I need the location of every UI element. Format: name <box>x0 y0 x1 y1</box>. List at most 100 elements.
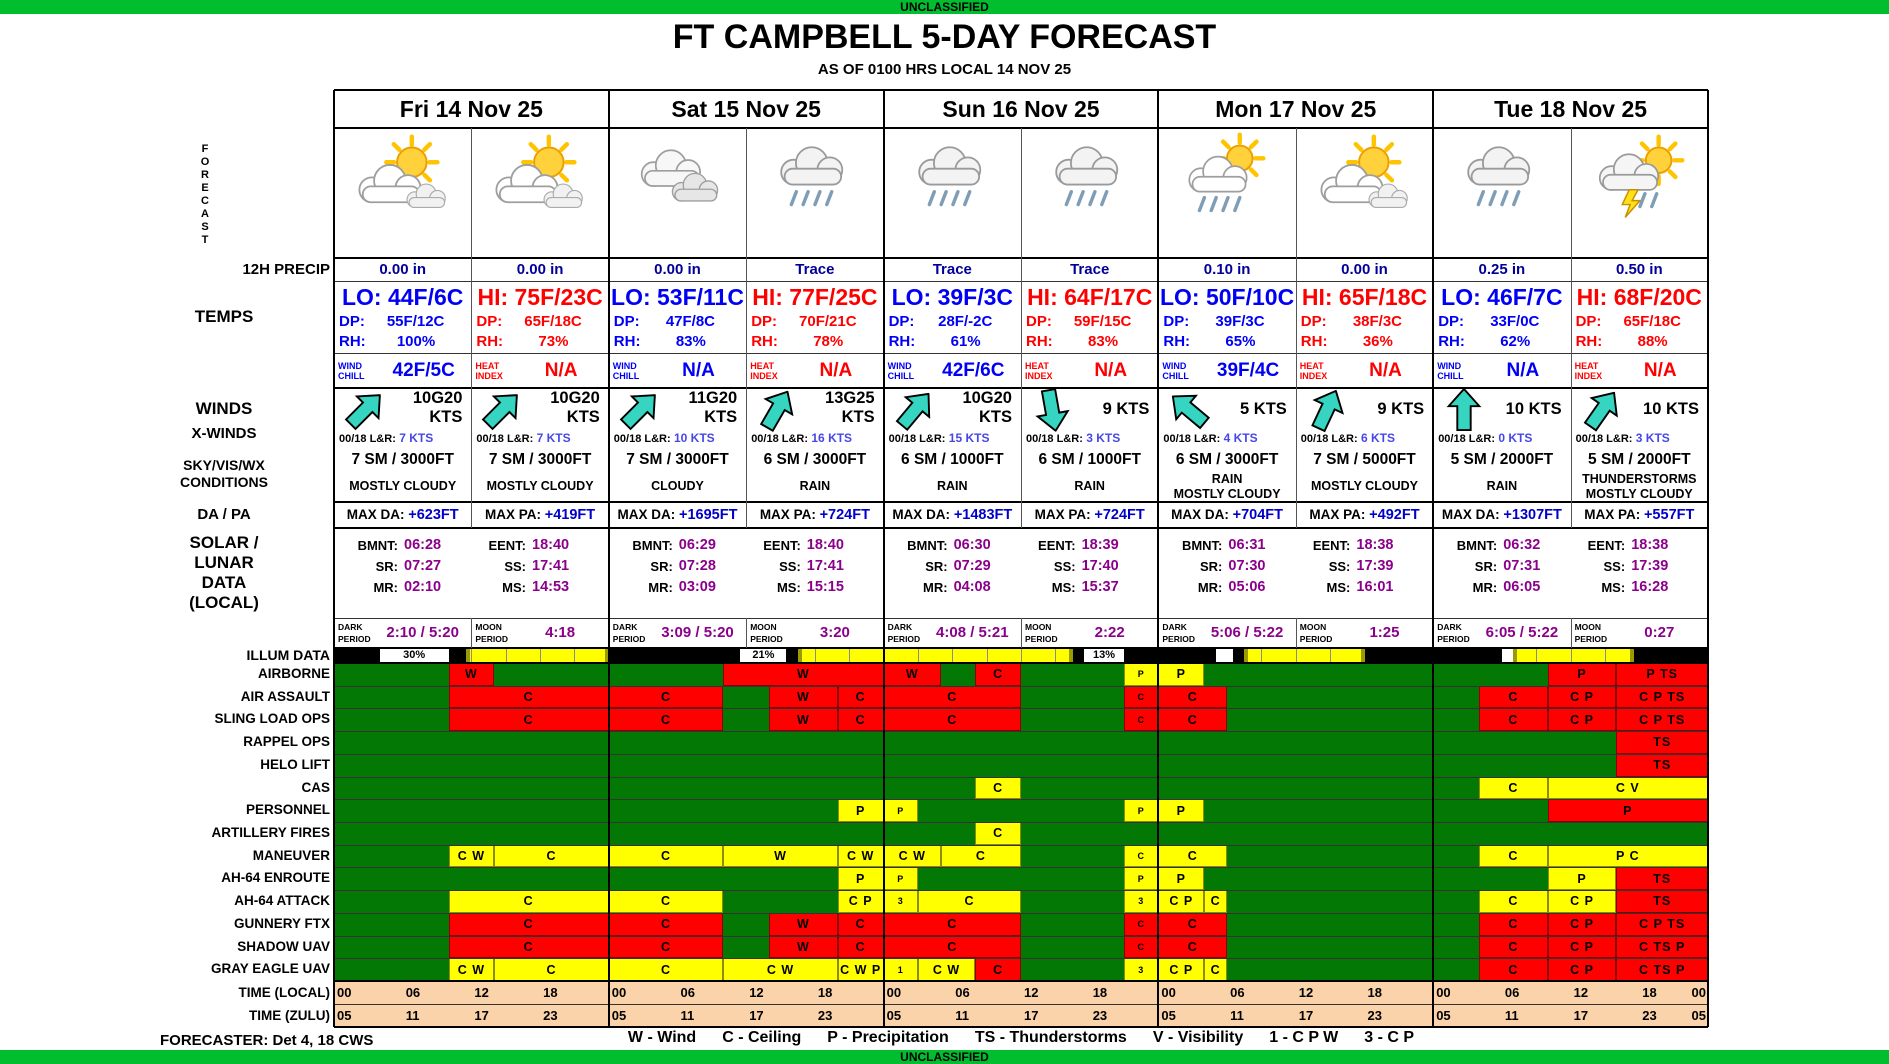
chill-index-label: HEAT INDEX <box>1025 360 1053 381</box>
ops-segment: C <box>608 912 724 936</box>
time-label: 18 <box>1367 985 1382 1000</box>
solar-label: MS: <box>1326 580 1351 595</box>
time-label: 18 <box>543 985 558 1000</box>
ops-segment-label: W <box>797 917 810 932</box>
ops-segment-label: C V <box>1615 780 1640 795</box>
ops-segment-label: C <box>1508 690 1519 705</box>
illum-segment <box>1124 648 1216 663</box>
ops-segment: C <box>1479 935 1548 959</box>
dp-label: DP: <box>1438 313 1465 330</box>
sky-visibility: 7 SM / 5000FT <box>1313 451 1416 468</box>
classification-banner-top: UNCLASSIFIED <box>0 0 1889 14</box>
chill-index-label: HEAT INDEX <box>1574 360 1603 381</box>
dp-label: DP: <box>751 313 778 330</box>
ops-segment: 3 <box>1124 958 1159 981</box>
ops-segment: C <box>837 685 884 709</box>
ops-segment-label: C P <box>1570 894 1594 909</box>
crosswind-row: 00/18 L&R: 6 KTS <box>1301 429 1430 448</box>
ops-segment-label: C P <box>1169 962 1194 977</box>
ops-segment-label: C <box>1508 712 1519 727</box>
ops-segment-label: C <box>1508 894 1519 909</box>
ops-segment: C P <box>1547 708 1617 732</box>
density-pressure-altitude: MAX DA: +1695FT <box>609 502 746 528</box>
dark-period-value: 4:08 / 5:21 <box>936 624 1009 641</box>
grid-line <box>1295 618 1297 648</box>
dp-label: DP: <box>1026 313 1052 330</box>
chill-index-value: 42F/6C <box>942 359 1005 381</box>
wind-speed: 10G20 KTS <box>334 389 463 427</box>
dp-row: DP: 65F/18C <box>1576 313 1703 333</box>
ops-segment: C <box>608 844 724 868</box>
time-label: 05 <box>1691 1008 1706 1023</box>
grid-line <box>334 958 1708 960</box>
dp-label: DP: <box>613 313 640 330</box>
rh-value: 73% <box>538 333 569 350</box>
ops-row-label: GUNNERY FTX <box>233 915 330 931</box>
time-label: 17 <box>1573 1008 1589 1023</box>
weather-rain-icon <box>755 130 873 226</box>
time-label: 11 <box>1504 1008 1519 1023</box>
illum-tick <box>1536 648 1538 663</box>
ops-segment-label: W <box>774 849 787 864</box>
wind-chill-cell: WIND CHILL 39F/4C <box>1158 353 1295 388</box>
time-label: 00 <box>337 985 352 1000</box>
crosswind-row: 00/18 L&R: 4 KTS <box>1163 429 1292 448</box>
ops-segment-label: P C <box>1616 849 1640 864</box>
dapa-label: MAX PA: <box>1309 507 1370 522</box>
weather-tstorm-icon <box>1580 130 1698 226</box>
wind-speed: 10G20 KTS <box>471 389 600 427</box>
solar-label: SR: <box>1200 559 1223 574</box>
wind-speed-line: 13G25 <box>825 389 875 407</box>
rh-label: RH: <box>1575 333 1603 350</box>
dp-row: DP: 59F/15C <box>1026 313 1153 333</box>
grid-line <box>334 662 1708 664</box>
time-label: 12 <box>1024 985 1039 1000</box>
grid-line <box>746 618 748 648</box>
solar-value: 07:27 <box>404 558 442 574</box>
solar-label: BMNT: <box>357 538 398 553</box>
dp-label: DP: <box>888 313 915 330</box>
sky-visibility: 5 SM / 2000FT <box>1588 451 1691 468</box>
chill-index-value: 39F/4C <box>1216 359 1280 381</box>
grid-line <box>334 799 1708 801</box>
chill-index-value: N/A <box>1369 359 1402 381</box>
solar-value: 02:10 <box>404 579 442 595</box>
ops-segment-label: P <box>1176 667 1186 682</box>
ops-segment: P <box>837 867 884 891</box>
dp-value: 59F/15C <box>1073 313 1132 330</box>
rh-value: 83% <box>1088 333 1119 350</box>
ops-segment: C W <box>917 958 976 981</box>
density-pressure-altitude: MAX DA: +623FT <box>334 502 471 528</box>
ops-segment: C <box>975 822 1021 845</box>
illum-olive-cap <box>465 648 470 663</box>
dapa-value: +724FT <box>819 507 870 523</box>
conditions: RAIN <box>1486 479 1518 494</box>
chill-index-label: HEAT INDEX <box>475 360 503 381</box>
ops-segment: C P <box>1547 890 1617 913</box>
solar-label: SR: <box>1474 559 1498 574</box>
ops-segment: 3 <box>1124 890 1159 913</box>
grid-line <box>471 128 473 528</box>
ops-segment: C W <box>723 958 838 981</box>
weather-rain-icon <box>1442 130 1560 226</box>
dp-label: DP: <box>339 313 365 330</box>
illum-olive-cap <box>1244 648 1249 663</box>
illum-segment <box>608 648 741 663</box>
time-label: 00 <box>1436 985 1451 1000</box>
grid-line <box>334 527 1708 529</box>
ops-row-label: SLING LOAD OPS <box>214 711 330 727</box>
precip-value: Trace <box>795 261 835 278</box>
ops-segment: C <box>608 958 724 981</box>
solar-value: 06:32 <box>1503 537 1541 553</box>
ops-row-label: MANEUVER <box>252 847 330 863</box>
solar-label: SS: <box>779 559 801 574</box>
ops-segment-label: C P TS <box>1639 917 1686 932</box>
crosswind-value: 6 KTS <box>1357 431 1395 445</box>
solar-label: SS: <box>1328 559 1351 574</box>
illum-olive-cap <box>1360 648 1365 663</box>
ops-segment-label: W <box>797 690 810 705</box>
illum-segment: 30% <box>379 648 449 663</box>
solar-value: 06:30 <box>953 537 991 553</box>
grid-line <box>1432 90 1435 1027</box>
ops-segment-label: W <box>797 939 810 954</box>
